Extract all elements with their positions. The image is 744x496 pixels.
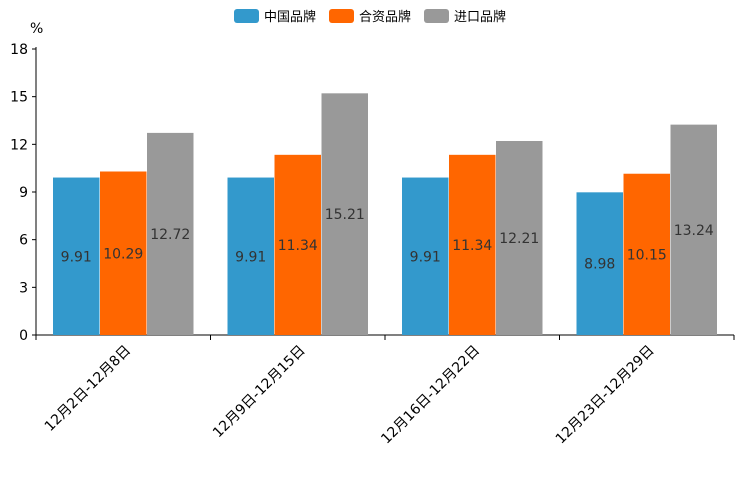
legend-label: 进口品牌 <box>454 9 506 25</box>
y-tick-label: 15 <box>10 90 28 106</box>
y-tick-label: 12 <box>10 137 28 153</box>
y-tick-label: 3 <box>19 280 28 296</box>
bar-2-1[interactable] <box>227 177 275 335</box>
legend-item-3[interactable]: 进口品牌 <box>424 9 506 25</box>
bar-4-3[interactable] <box>670 124 718 336</box>
y-tick-label: 6 <box>19 233 28 249</box>
bars <box>53 93 718 336</box>
legend: 中国品牌 合资品牌 进口品牌 <box>234 9 506 25</box>
data-label: 9.91 <box>410 249 441 265</box>
legend-label: 中国品牌 <box>264 9 316 25</box>
x-tick-label: 12月9日-12月15日 <box>210 343 309 442</box>
y-tick-label: 9 <box>19 185 28 201</box>
data-label: 8.98 <box>584 257 615 273</box>
x-tick-label: 12月16日-12月22日 <box>378 343 483 448</box>
data-label: 15.21 <box>325 207 365 223</box>
x-tick-label: 12月2日-12月8日 <box>42 343 134 435</box>
y-tick-label: 18 <box>10 42 28 58</box>
bar-2-2[interactable] <box>274 154 322 335</box>
legend-item-2[interactable]: 合资品牌 <box>329 9 411 25</box>
bar-3-3[interactable] <box>496 140 543 335</box>
bar-2-3[interactable] <box>321 93 369 335</box>
bar-4-2[interactable] <box>623 173 671 335</box>
data-label: 9.91 <box>61 249 92 265</box>
legend-swatch <box>329 9 354 23</box>
data-label: 12.21 <box>499 231 539 247</box>
y-tick-label: 0 <box>19 328 28 344</box>
x-tick-labels: 12月2日-12月8日 12月9日-12月15日 12月16日-12月22日 12月2… <box>42 343 658 448</box>
legend-item-1[interactable]: 中国品牌 <box>234 9 316 25</box>
data-labels: 9.91 10.29 12.72 9.91 11.34 15.21 9.91 11.34 12.… <box>61 207 714 272</box>
bar-1-2[interactable] <box>100 171 147 335</box>
legend-label: 合资品牌 <box>359 9 411 25</box>
data-label: 13.24 <box>674 223 714 239</box>
x-tick-label: 12月23日-12月29日 <box>553 343 658 448</box>
legend-swatch <box>424 9 449 23</box>
data-label: 12.72 <box>150 227 190 243</box>
data-label: 9.91 <box>235 249 266 265</box>
data-label: 10.15 <box>627 247 667 263</box>
data-label: 11.34 <box>452 238 492 254</box>
y-axis-unit-label: % <box>30 21 43 37</box>
legend-swatch <box>234 9 259 23</box>
bar-1-1[interactable] <box>53 177 100 335</box>
data-label: 11.34 <box>278 238 318 254</box>
bar-3-2[interactable] <box>449 154 496 335</box>
bar-4-1[interactable] <box>576 192 624 335</box>
data-label: 10.29 <box>103 246 143 262</box>
bar-1-3[interactable] <box>147 132 194 335</box>
bar-3-1[interactable] <box>402 177 449 335</box>
